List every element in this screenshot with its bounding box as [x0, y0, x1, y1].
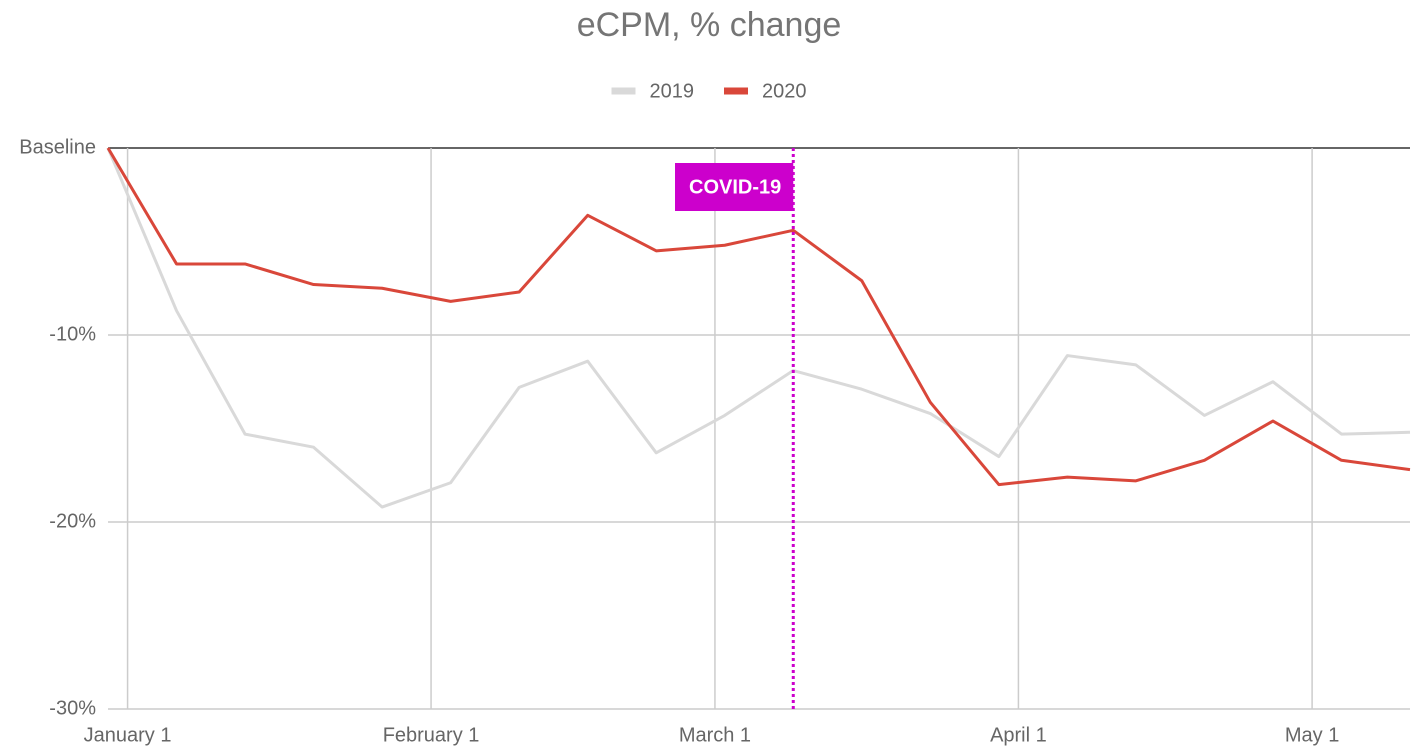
- series-line: [106, 147, 1411, 487]
- y-tick-label: -10%: [49, 323, 96, 345]
- x-tick-label: February 1: [383, 724, 480, 746]
- y-tick-label: Baseline: [19, 136, 96, 158]
- legend-item: 2019: [611, 80, 695, 102]
- x-tick-label: March 1: [679, 724, 751, 746]
- y-tick-label: -30%: [49, 697, 96, 719]
- annotation-box: [675, 163, 794, 211]
- series-line: [106, 147, 1411, 509]
- legend-label: 2019: [650, 80, 695, 102]
- x-tick-label: May 1: [1285, 724, 1339, 746]
- legend-item: 2020: [724, 80, 807, 102]
- y-tick-label: -20%: [49, 510, 96, 532]
- legend: 2019 2020: [611, 80, 807, 102]
- x-tick-label: April 1: [990, 724, 1047, 746]
- chart-title: eCPM, % change: [577, 6, 842, 44]
- x-tick-label: January 1: [84, 724, 172, 746]
- legend-label: 2020: [762, 80, 807, 102]
- annotation-label: COVID-19: [689, 176, 781, 198]
